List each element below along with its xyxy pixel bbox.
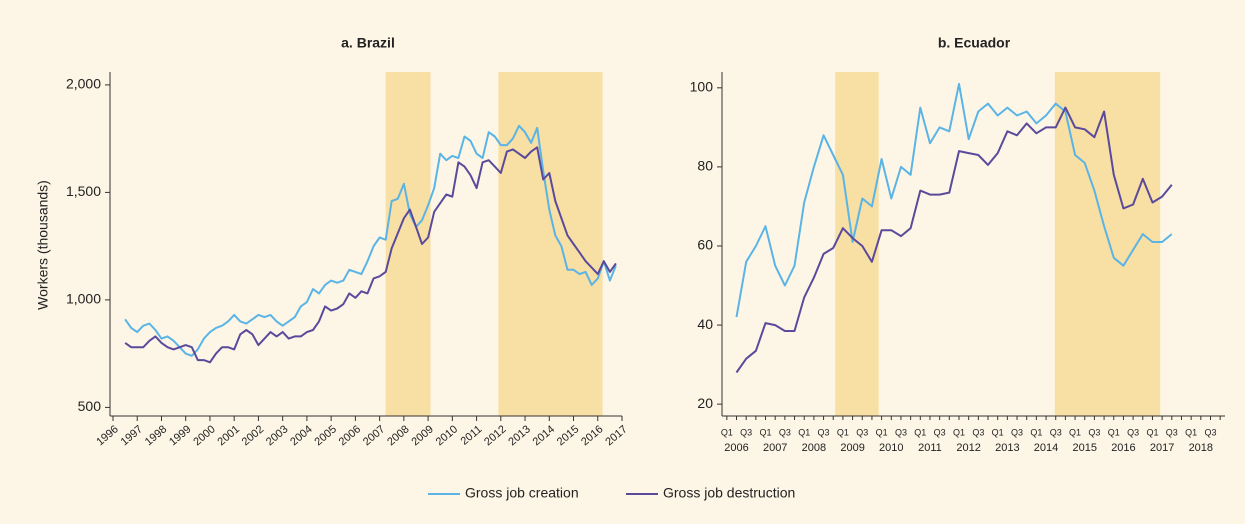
data-line [735, 106, 1173, 374]
shaded-period [1054, 72, 1161, 416]
x-tick-label: Q3 [934, 427, 946, 437]
y-tick-label: 40 [697, 316, 713, 332]
x-year-label: 2017 [1150, 442, 1174, 454]
x-year-label: 2006 [724, 442, 748, 454]
y-tick-label: 80 [697, 158, 713, 174]
y-tick-label: 500 [78, 398, 102, 414]
x-year-label: 2010 [879, 442, 903, 454]
x-tick-label: Q3 [895, 427, 907, 437]
x-tick-label: Q1 [1146, 427, 1158, 437]
x-tick-label: Q3 [818, 427, 830, 437]
y-tick-label: 2,000 [66, 76, 101, 92]
x-year-label: 2009 [840, 442, 864, 454]
x-tick-label: Q1 [992, 427, 1004, 437]
shaded-period [835, 72, 879, 416]
x-year-label: 2013 [995, 442, 1019, 454]
x-tick-label: Q3 [972, 427, 984, 437]
legend-label: Gross job creation [465, 485, 579, 501]
x-tick-label: Q3 [1088, 427, 1100, 437]
x-year-label: 2008 [802, 442, 826, 454]
x-tick-label: Q1 [914, 427, 926, 437]
x-tick-label: Q1 [760, 427, 772, 437]
x-tick-label: Q1 [837, 427, 849, 437]
data-line [124, 124, 617, 357]
x-tick-label: Q3 [1166, 427, 1178, 437]
x-tick-label: Q1 [798, 427, 810, 437]
y-tick-label: 1,500 [66, 183, 101, 199]
x-tick-label: Q3 [1127, 427, 1139, 437]
x-tick-label: Q3 [779, 427, 791, 437]
chart-title: b. Ecuador [938, 35, 1011, 51]
shaded-period [498, 72, 603, 416]
x-tick-label: Q1 [1069, 427, 1081, 437]
x-tick-label: Q1 [1185, 427, 1197, 437]
x-tick-label: Q1 [953, 427, 965, 437]
x-year-label: 2015 [1072, 442, 1096, 454]
x-year-label: 2007 [763, 442, 787, 454]
y-axis-label: Workers (thousands) [35, 180, 51, 310]
x-tick-label: Q3 [1011, 427, 1023, 437]
x-year-label: 2011 [918, 442, 942, 454]
x-year-label: 2014 [1034, 442, 1058, 454]
x-tick-label: Q1 [1108, 427, 1120, 437]
data-line [735, 82, 1173, 318]
x-tick-label: Q1 [1030, 427, 1042, 437]
x-tick-label: Q1 [721, 427, 733, 437]
y-tick-label: 100 [690, 79, 714, 95]
x-tick-label: Q3 [740, 427, 752, 437]
x-year-label: 2016 [1111, 442, 1135, 454]
x-tick-label: Q3 [1050, 427, 1062, 437]
x-year-label: 2012 [956, 442, 980, 454]
chart-title: a. Brazil [341, 35, 395, 51]
x-tick-label: Q3 [1204, 427, 1216, 437]
y-tick-label: 20 [697, 395, 713, 411]
data-line [124, 146, 617, 364]
legend-label: Gross job destruction [663, 485, 795, 501]
y-tick-label: 1,000 [66, 291, 101, 307]
y-tick-label: 60 [697, 237, 713, 253]
x-year-label: 2018 [1189, 442, 1213, 454]
x-tick-label: Q3 [856, 427, 868, 437]
x-tick-label: Q1 [876, 427, 888, 437]
